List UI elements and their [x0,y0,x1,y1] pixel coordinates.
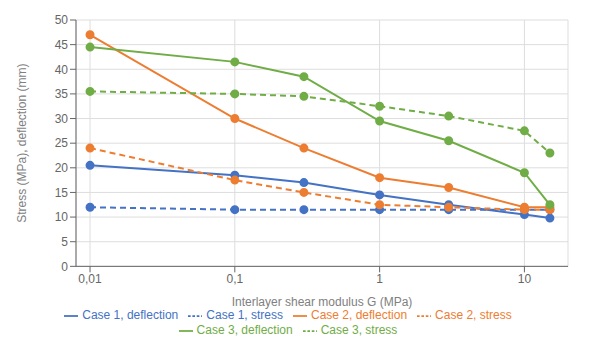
html-text:Case 1, stress: Case 1, stress [206,308,283,323]
svg-text:35: 35 [55,87,69,101]
svg-text:10: 10 [518,272,532,286]
svg-text:Interlayer shear modulus G (MP: Interlayer shear modulus G (MPa) [232,295,413,309]
svg-text:45: 45 [55,38,69,52]
svg-text:0,1: 0,1 [226,272,243,286]
svg-text:15: 15 [55,186,69,200]
svg-text:25: 25 [55,136,69,150]
html-text:Case 1, deflection: Case 1, deflection [82,308,179,323]
svg-text:1: 1 [376,272,383,286]
svg-text:0: 0 [61,260,68,274]
svg-text:30: 30 [55,112,69,126]
svg-text:20: 20 [55,161,69,175]
svg-text:50: 50 [55,13,69,27]
svg-text:40: 40 [55,63,69,77]
html-text:Case 3, deflection: Case 3, deflection [196,323,293,338]
html-text:Case 2, deflection: Case 2, deflection [311,308,408,323]
html-text:Case 3, stress: Case 3, stress [320,323,398,338]
svg-text:0,01: 0,01 [78,272,102,286]
svg-text:5: 5 [61,235,68,249]
svg-text:10: 10 [55,210,69,224]
html-text:Case 2, stress: Case 2, stress [435,308,512,323]
svg-text:Stress (MPa), deflection (mm): Stress (MPa), deflection (mm) [15,63,29,222]
